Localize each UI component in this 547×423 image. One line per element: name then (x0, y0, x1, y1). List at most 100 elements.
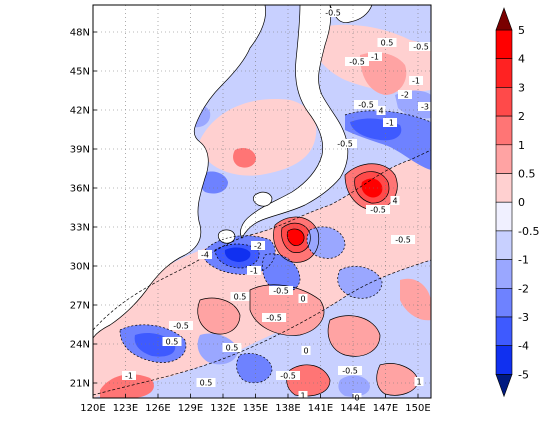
ocean-anomaly-field (93, 5, 431, 398)
plot-frame (92, 4, 432, 399)
svg-text:4: 4 (378, 107, 383, 116)
colorbar-top-arrow (495, 7, 513, 31)
contour-label: -0.5 (338, 366, 362, 376)
colorbar-segment (495, 201, 513, 232)
colorbar-label: 0 (518, 196, 525, 209)
lat-tick-label: 33N (70, 223, 90, 234)
lon-tick-label: 141E (308, 403, 333, 414)
lon-tick-label: 132E (210, 403, 235, 414)
svg-text:-0.5: -0.5 (395, 236, 411, 245)
contour-label: -1 (247, 266, 261, 276)
lat-tick-label: 42N (70, 106, 90, 117)
svg-text:0: 0 (300, 295, 305, 304)
contour-lines (93, 149, 431, 397)
svg-text:0.5: 0.5 (381, 39, 394, 48)
svg-text:-1: -1 (125, 372, 133, 381)
lon-tick-label: 135E (243, 403, 268, 414)
colorbar-segment (495, 230, 513, 260)
contour-label: -0.5 (321, 8, 345, 18)
contour-label: -0.5 (345, 57, 369, 67)
colorbar-segment (495, 259, 513, 289)
colorbar-label: -1 (518, 254, 529, 267)
contour-label: 0.5 (377, 38, 397, 48)
svg-text:-0.5: -0.5 (325, 9, 341, 18)
colorbar-label: 0.5 (518, 168, 536, 181)
colorbar-segment (495, 144, 513, 174)
svg-text:-0.5: -0.5 (349, 58, 365, 67)
contour-label: -1 (368, 52, 382, 62)
svg-text:-4: -4 (201, 251, 209, 260)
contour-label: -0.5 (262, 313, 286, 323)
lat-tick-label: 45N (70, 67, 90, 78)
lon-tick-label: 120E (80, 403, 105, 414)
lon-tick-label: 129E (178, 403, 203, 414)
contour-label: 0 (301, 346, 311, 356)
contour-label: -0.5 (409, 42, 433, 52)
colorbar-segment (495, 58, 513, 88)
svg-text:-0.5: -0.5 (273, 287, 289, 296)
contour-label: -1 (383, 118, 397, 128)
colorbar-label: 1 (518, 139, 525, 152)
svg-text:0.5: 0.5 (234, 293, 247, 302)
contour-label: -0.5 (366, 205, 390, 215)
contour-label: 0 (298, 294, 308, 304)
contour-label: 0.5 (230, 292, 250, 302)
lon-tick-label: 138E (275, 403, 300, 414)
contour-label: -1 (409, 76, 423, 86)
svg-text:-1: -1 (371, 53, 379, 62)
colorbar-label: -3 (518, 311, 529, 324)
colorbar-label: -0.5 (518, 225, 539, 238)
lat-tick-label: 24N (70, 340, 90, 351)
colorbar-label: 2 (518, 110, 525, 123)
colorbar-label: 5 (518, 24, 525, 37)
colorbar-bottom-arrow (495, 374, 513, 398)
contour-label: 4 (390, 196, 400, 206)
contour-label: -0.5 (333, 139, 357, 149)
colorbar-label: -2 (518, 282, 529, 295)
colorbar-label: 4 (518, 53, 525, 66)
colorbar-label: -4 (518, 340, 529, 353)
svg-text:-0.5: -0.5 (370, 206, 386, 215)
contour-label: -4 (198, 250, 212, 260)
svg-text:0.5: 0.5 (200, 379, 213, 388)
contour-label: -0.5 (269, 286, 293, 296)
svg-text:-0.5: -0.5 (337, 140, 353, 149)
svg-text:-0.5: -0.5 (280, 372, 296, 381)
svg-text:1: 1 (300, 392, 305, 401)
svg-text:-2: -2 (401, 91, 409, 100)
svg-text:-0.5: -0.5 (173, 322, 189, 331)
lat-tick-label: 39N (70, 145, 90, 156)
svg-text:4: 4 (392, 197, 397, 206)
contour-label: 0.5 (196, 378, 216, 388)
svg-text:-0.5: -0.5 (342, 367, 358, 376)
svg-text:-2: -2 (254, 242, 262, 251)
lat-tick-label: 48N (70, 28, 90, 39)
colorbar-segment (495, 316, 513, 347)
contour-label: -1 (122, 371, 136, 381)
lat-tick-label: 30N (70, 262, 90, 273)
svg-text:0.5: 0.5 (226, 344, 239, 353)
contour-label: 0.5 (162, 337, 182, 347)
svg-text:-0.5: -0.5 (413, 43, 429, 52)
lon-tick-label: 144E (340, 403, 365, 414)
lon-tick-label: 123E (113, 403, 138, 414)
lat-tick-label: 36N (70, 184, 90, 195)
contour-label: 4 (376, 106, 386, 116)
colorbar-segment (495, 115, 513, 146)
svg-text:-1: -1 (386, 119, 394, 128)
contour-label: -0.5 (391, 235, 415, 245)
contour-label: -0.5 (276, 371, 300, 381)
contour-label: 0.5 (222, 343, 242, 353)
contour-label: -0.5 (169, 321, 193, 331)
colorbar-segment (495, 87, 513, 117)
colorbar: 5 4 3 2 1 0.5 0 -0.5 -1 -2 -3 -4 -5 (495, 7, 539, 398)
contour-label: 1 (414, 377, 424, 387)
lat-tick-label: 27N (70, 301, 90, 312)
svg-text:-1: -1 (250, 267, 258, 276)
colorbar-label: -5 (518, 368, 529, 381)
svg-text:-1: -1 (412, 77, 420, 86)
svg-text:0.5: 0.5 (166, 338, 179, 347)
longitude-axis: 120E 123E 126E 129E 132E 135E 138E 141E 144E 147E… (80, 394, 431, 414)
contour-label: -0.5 (354, 100, 378, 110)
